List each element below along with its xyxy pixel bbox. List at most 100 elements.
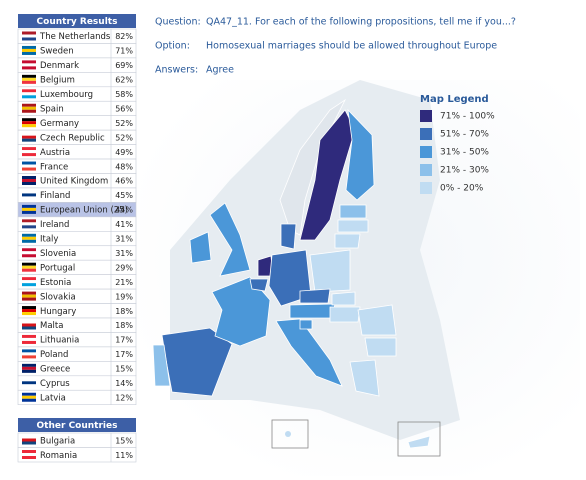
flag-stripe xyxy=(22,121,36,125)
country-name: Luxembourg xyxy=(40,90,93,100)
answers-text: Agree xyxy=(206,65,234,76)
flag-stripe xyxy=(22,150,36,154)
country-name: Denmark xyxy=(40,61,79,71)
table-header-bg xyxy=(18,14,136,28)
flag-stripe xyxy=(22,138,36,142)
flag-stripe xyxy=(22,45,36,49)
country-value: 11% xyxy=(115,451,133,460)
country-value: 31% xyxy=(115,249,133,258)
flag-stripe xyxy=(22,435,36,439)
flag-stripe xyxy=(22,66,36,70)
flag-stripe xyxy=(22,34,36,38)
flag-stripe xyxy=(22,161,36,165)
flag-stripe xyxy=(22,118,36,122)
country-name: France xyxy=(40,162,68,172)
flag-stripe xyxy=(22,182,36,185)
country-value: 82% xyxy=(115,32,133,41)
flag-stripe xyxy=(22,106,36,110)
country-value: 41% xyxy=(115,220,133,229)
lithuania xyxy=(334,233,361,249)
flag-stripe xyxy=(22,320,36,324)
cyprus xyxy=(407,435,431,449)
table-row xyxy=(17,447,137,463)
flag-stripe xyxy=(22,268,36,272)
country-name: Portugal xyxy=(40,263,75,273)
flag-stripe xyxy=(22,109,36,113)
flag-stripe xyxy=(22,297,36,301)
table-header-bg xyxy=(18,418,136,432)
flag-stripe xyxy=(22,283,36,287)
country-value: 19% xyxy=(115,292,133,301)
flag-stripe xyxy=(22,103,36,107)
flag-stripe xyxy=(22,51,36,55)
flag-stripe xyxy=(22,153,36,157)
option-text: Homosexual marriages should be allowed t… xyxy=(206,41,497,52)
country-value: 18% xyxy=(115,321,133,330)
flag-stripe xyxy=(22,306,36,310)
country-name: Ireland xyxy=(40,220,69,230)
option-label: Option: xyxy=(155,41,190,52)
flag-stripe xyxy=(22,193,36,197)
flag-stripe xyxy=(22,326,36,330)
flag-stripe xyxy=(22,334,36,338)
greece xyxy=(349,359,380,397)
latvia xyxy=(337,219,369,233)
flag-stripe xyxy=(22,378,36,382)
country-value: 18% xyxy=(115,307,133,316)
flag-stripe xyxy=(22,337,36,341)
legend-label: 31% - 50% xyxy=(440,148,489,158)
legend-label: 0% - 20% xyxy=(440,184,484,194)
results-tables: Country Results The Netherlands 82% Sweden 7… xyxy=(17,14,137,463)
flag-stripe xyxy=(22,89,36,93)
country-name: The Netherlands xyxy=(39,32,111,42)
flag-stripe xyxy=(22,254,36,258)
country-value: 71% xyxy=(115,47,133,56)
country-value: 29% xyxy=(115,263,133,272)
country-name: Austria xyxy=(40,148,70,158)
country-value: 12% xyxy=(115,393,133,402)
legend-label: 51% - 70% xyxy=(440,130,489,140)
flag-stripe xyxy=(22,262,36,266)
country-name: Hungary xyxy=(40,307,76,317)
flag-stripe xyxy=(22,207,36,211)
country-name: Czech Republic xyxy=(40,133,105,143)
country-name: Belgium xyxy=(40,76,75,86)
country-name: Slovenia xyxy=(40,249,76,259)
ireland xyxy=(189,231,212,264)
legend-title: Map Legend xyxy=(420,94,489,105)
flag-stripe xyxy=(22,196,36,200)
slovakia xyxy=(331,291,356,306)
flag-stripe xyxy=(22,236,36,240)
country-value: 48% xyxy=(115,162,133,171)
flag-stripe xyxy=(22,456,36,459)
country-value: 17% xyxy=(115,336,133,345)
country-name: Latvia xyxy=(40,393,66,403)
country-value: 62% xyxy=(115,76,133,85)
denmark xyxy=(280,223,297,250)
cyprus-inset xyxy=(397,421,441,457)
flag-stripe xyxy=(22,147,36,151)
flag-stripe xyxy=(22,204,36,208)
flag-stripe xyxy=(22,167,36,171)
flag-stripe xyxy=(22,74,36,78)
country-name: Italy xyxy=(40,235,58,245)
united-kingdom xyxy=(209,202,251,277)
flag-stripe xyxy=(22,450,36,453)
portugal xyxy=(152,344,171,387)
flag-stripe xyxy=(22,392,36,396)
flag-stripe xyxy=(22,395,36,399)
country-name: Malta xyxy=(40,321,63,331)
country-value: 52% xyxy=(115,133,133,142)
legend-label: 21% - 30% xyxy=(440,166,489,176)
legend-swatch xyxy=(420,110,432,122)
country-value: 17% xyxy=(115,350,133,359)
flag-stripe xyxy=(22,48,36,52)
flag-stripe xyxy=(22,291,36,295)
country-value: 46% xyxy=(115,177,133,186)
flag-stripe xyxy=(22,37,36,41)
flag-stripe xyxy=(22,366,36,370)
flag-stripe xyxy=(22,384,36,388)
country-name: Spain xyxy=(40,104,64,114)
flag-stripe xyxy=(22,352,36,356)
flag-stripe xyxy=(22,176,36,179)
